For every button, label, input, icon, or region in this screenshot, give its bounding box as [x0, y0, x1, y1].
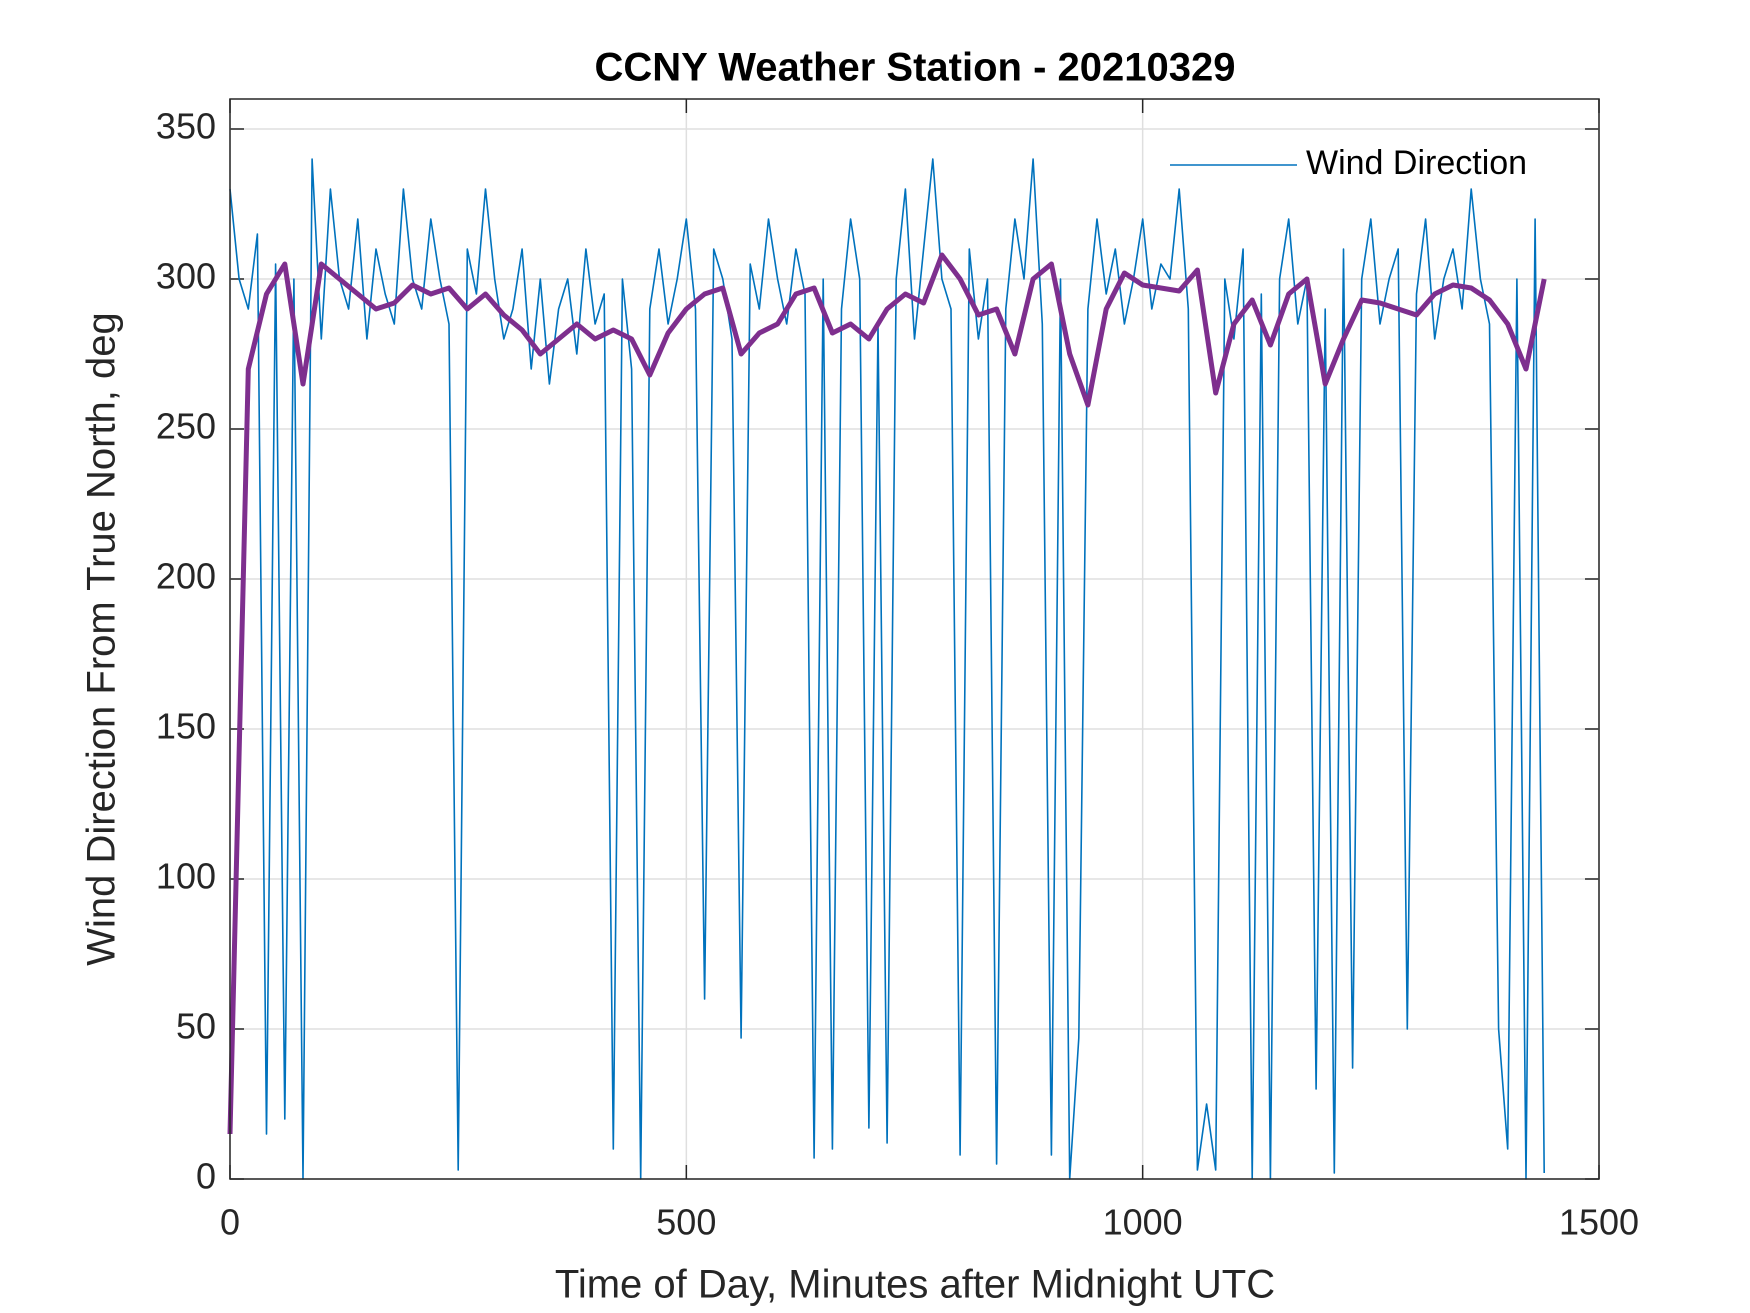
legend-label: Wind Direction — [1306, 144, 1527, 182]
x-tick-label: 1500 — [1559, 1202, 1639, 1243]
x-axis-label: Time of Day, Minutes after Midnight UTC — [555, 1263, 1275, 1307]
y-tick-label: 250 — [156, 406, 216, 447]
line-series — [227, 252, 1547, 1135]
y-tick-label: 200 — [156, 556, 216, 597]
y-tick-label: 50 — [176, 1006, 216, 1047]
line-series — [229, 158, 1545, 1180]
x-tick-label: 1000 — [1103, 1202, 1183, 1243]
plot-area — [230, 99, 1599, 1179]
x-tick-label: 0 — [220, 1202, 240, 1243]
y-tick-label: 0 — [196, 1156, 216, 1197]
y-tick-label: 350 — [156, 106, 216, 147]
plot-frame — [229, 98, 1600, 1180]
y-tick-label: 150 — [156, 706, 216, 747]
y-tick-label: 300 — [156, 256, 216, 297]
y-tick-label: 100 — [156, 856, 216, 897]
legend: Wind Direction — [1170, 144, 1527, 182]
chart-title: CCNY Weather Station - 20210329 — [595, 46, 1236, 90]
y-axis-label: Wind Direction From True North, deg — [80, 312, 124, 966]
x-tick-label: 500 — [656, 1202, 716, 1243]
